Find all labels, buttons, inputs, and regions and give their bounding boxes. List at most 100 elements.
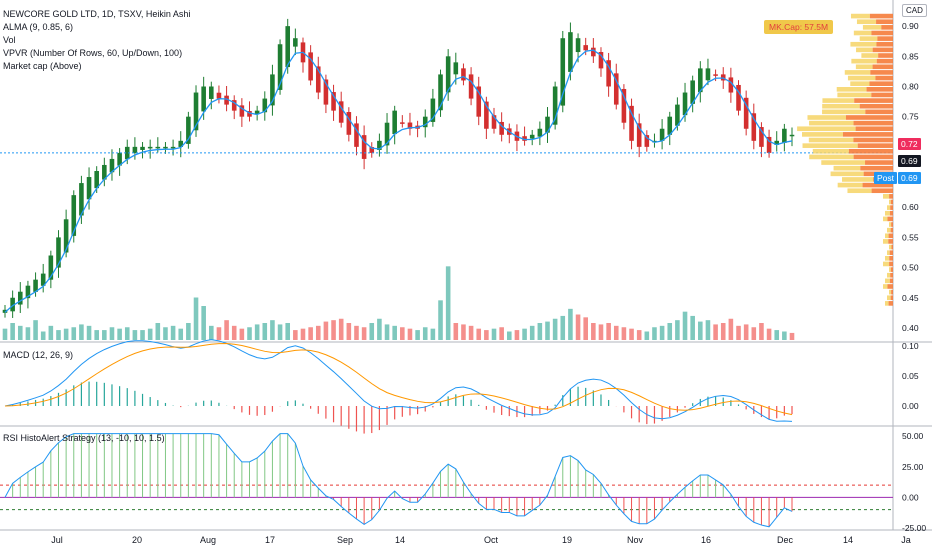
volume-bar <box>438 300 443 340</box>
volume-bar <box>667 323 673 340</box>
volume-bar <box>33 320 38 340</box>
vpvr-up <box>889 244 892 250</box>
xtick: Oct <box>484 535 499 545</box>
vpvr-up <box>822 109 866 115</box>
price-tag-post: 0.69 <box>898 172 921 184</box>
vpvr-down <box>888 239 893 244</box>
vpvr-down <box>859 103 893 109</box>
rsi-ytick: 50.00 <box>902 431 924 441</box>
currency-badge[interactable]: CAD <box>902 4 927 17</box>
vpvr-down <box>865 109 893 115</box>
volume-bar <box>186 323 191 340</box>
vpvr-up <box>837 182 863 188</box>
candle <box>277 44 283 90</box>
candle <box>354 123 359 147</box>
candle <box>384 122 390 146</box>
candle <box>698 68 703 93</box>
vpvr-up <box>883 194 890 199</box>
legend-vol[interactable]: Vol <box>3 35 16 45</box>
candle <box>71 195 77 236</box>
volume-bar <box>155 323 161 340</box>
candle <box>377 140 382 150</box>
candle <box>186 116 191 144</box>
macd-ytick: 0.10 <box>902 341 919 351</box>
volume-bar <box>789 332 795 340</box>
candle <box>629 105 634 141</box>
volume-bar <box>247 327 252 340</box>
candle <box>613 73 619 105</box>
legend-alma[interactable]: ALMA (9, 0.85, 6) <box>3 22 74 32</box>
candle <box>178 140 184 147</box>
vpvr-up <box>856 19 877 25</box>
volume-bar <box>140 330 145 340</box>
volume-bar <box>606 323 611 340</box>
vpvr-down <box>888 233 893 239</box>
market-cap-label: MK.Cap: 57.5M <box>764 20 834 34</box>
candle <box>147 146 153 149</box>
vpvr-up <box>889 289 892 295</box>
candle <box>659 128 665 141</box>
volume-bar <box>216 327 222 340</box>
candle <box>499 121 504 135</box>
macd-legend[interactable]: MACD (12, 26, 9) <box>3 350 74 360</box>
main-ytick: 0.90 <box>902 21 919 31</box>
volume-bar <box>537 323 543 340</box>
vpvr-up <box>885 278 890 284</box>
vpvr-down <box>854 98 893 103</box>
candle <box>430 98 436 122</box>
volume-bar <box>201 306 206 340</box>
vpvr-up <box>844 70 871 75</box>
vpvr-up <box>856 47 873 53</box>
candle <box>56 237 61 268</box>
volume-bar <box>720 323 726 340</box>
candle <box>247 111 252 117</box>
candle <box>583 45 588 51</box>
candle <box>17 291 23 305</box>
candle <box>170 146 176 149</box>
vpvr-up <box>833 165 861 171</box>
xtick: 20 <box>132 535 142 545</box>
candle <box>705 68 711 81</box>
vpvr-down <box>853 120 893 126</box>
volume-bar <box>308 327 313 340</box>
volume-bar <box>751 327 757 340</box>
volume-bar <box>598 324 604 340</box>
candle <box>537 128 543 137</box>
volume-bar <box>285 323 291 340</box>
vpvr-down <box>865 160 893 165</box>
rsi-legend[interactable]: RSI HistoAlert Strategy (13, -10, 10, 1.… <box>3 433 165 443</box>
vpvr-up <box>847 75 876 81</box>
vpvr-up <box>885 256 890 261</box>
vpvr-up <box>883 216 888 222</box>
volume-bar <box>545 321 550 340</box>
candle <box>285 26 291 68</box>
candle <box>560 38 566 106</box>
candle <box>86 177 92 200</box>
vpvr-up <box>807 115 846 120</box>
vpvr-down <box>877 36 893 41</box>
volume-bar <box>422 327 428 340</box>
volume-bar <box>354 325 359 340</box>
candle <box>132 146 138 154</box>
legend-marketcap[interactable]: Market cap (Above) <box>3 61 82 71</box>
vpvr-up <box>887 227 891 233</box>
xtick: 19 <box>562 535 572 545</box>
volume-bar <box>522 328 527 340</box>
signal-line <box>4 343 793 416</box>
candle <box>94 171 99 189</box>
volume-bar <box>583 317 588 340</box>
volume-bar <box>636 330 642 340</box>
volume-bar <box>491 328 497 340</box>
main-ytick: 0.60 <box>902 202 919 212</box>
vpvr-down <box>866 87 893 92</box>
price-tag-high: 0.72 <box>898 138 921 150</box>
main-ytick: 0.85 <box>902 51 919 61</box>
vpvr-down <box>889 194 893 199</box>
legend-vpvr[interactable]: VPVR (Number Of Rows, 60, Up/Down, 100) <box>3 48 183 58</box>
vpvr-down <box>887 284 893 289</box>
volume-bar <box>652 327 657 340</box>
candle <box>140 146 145 150</box>
vpvr-up <box>855 64 873 70</box>
volume-bar <box>736 325 741 340</box>
